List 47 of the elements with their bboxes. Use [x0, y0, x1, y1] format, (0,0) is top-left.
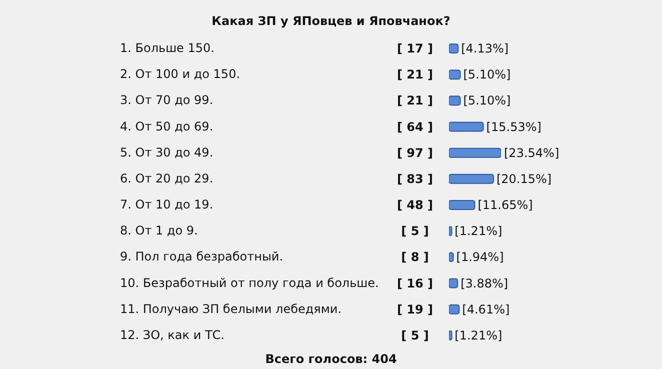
data-label: [ 16 ] — [396, 276, 434, 290]
bar — [449, 200, 476, 210]
annotation: [3.88%] — [460, 276, 508, 290]
y-tick-label: 12. ЗО, как и ТС. — [120, 328, 224, 342]
annotation: [11.65%] — [478, 198, 533, 212]
annotation: [5.10%] — [463, 94, 511, 108]
bar — [449, 70, 461, 80]
data-label: [ 17 ] — [396, 42, 434, 56]
y-tick-label: 4. От 50 до 69. — [120, 119, 214, 134]
data-label: [ 21 ] — [396, 94, 434, 108]
y-tick-label: 2. От 100 и до 150. — [120, 67, 240, 82]
annotation: [15.53%] — [486, 120, 542, 134]
data-label: [ 19 ] — [396, 302, 434, 316]
text: Всего голосов: 404 — [264, 352, 398, 366]
annotation: [20.15%] — [496, 172, 552, 186]
y-tick-label: 9. Пол года безработный. — [120, 250, 284, 264]
data-label: [ 83 ] — [396, 172, 434, 186]
data-label: [ 48 ] — [396, 198, 434, 212]
y-tick-label: 8. От 1 до 9. — [120, 224, 198, 238]
data-label: [ 21 ] — [396, 68, 434, 82]
annotation: [1.21%] — [454, 224, 502, 238]
y-tick-label: 5. От 30 до 49. — [120, 145, 214, 160]
bar — [449, 44, 459, 54]
bar — [449, 278, 458, 288]
data-label: [ 97 ] — [396, 146, 434, 160]
y-tick-label: 1. Больше 150. — [120, 41, 214, 56]
annotation: [23.54%] — [504, 146, 560, 160]
annotation: [4.61%] — [462, 302, 510, 316]
data-label: [ 64 ] — [396, 120, 434, 134]
data-label: [ 5 ] — [401, 224, 429, 238]
data-label: [ 5 ] — [401, 328, 429, 342]
annotation: [1.21%] — [454, 328, 502, 342]
bar — [449, 174, 494, 184]
y-tick-label: 7. От 10 до 19. — [120, 198, 214, 212]
bar — [449, 304, 460, 314]
annotation: [4.13%] — [461, 42, 509, 56]
bar — [449, 122, 484, 132]
annotation: [1.94%] — [456, 250, 504, 264]
y-tick-label: 11. Получаю ЗП белыми лебедями. — [120, 302, 342, 316]
annotation: [5.10%] — [463, 68, 511, 82]
data-label: [ 8 ] — [401, 250, 429, 264]
bar — [449, 148, 501, 158]
y-tick-label: 10. Безработный от полу года и больше. — [120, 276, 379, 290]
y-tick-label: 3. От 70 до 99. — [120, 93, 214, 108]
y-tick-label: 6. От 20 до 29. — [120, 171, 214, 186]
bar — [449, 96, 461, 106]
text: Какая ЗП у ЯПовцев и Яповчанок? — [210, 14, 452, 28]
